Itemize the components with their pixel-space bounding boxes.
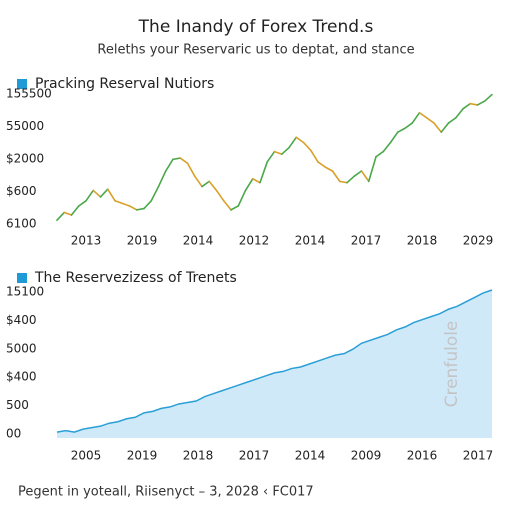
line-segment (85, 189, 95, 202)
page-subtitle: Releths your Reservaric us to deptat, an… (97, 43, 414, 58)
line-segment (382, 141, 392, 153)
line-segment (317, 161, 327, 168)
line-segment (338, 180, 348, 184)
line-segment (425, 117, 435, 124)
line-segment (295, 136, 305, 144)
line-segment (193, 175, 203, 188)
line-segment (186, 162, 196, 177)
x-tick-label: 2014 (295, 449, 326, 463)
line-segment (360, 170, 370, 183)
x-tick-label: 2014 (295, 234, 326, 248)
page-title: The Inandy of Forex Trend.s (138, 17, 374, 37)
y-tick-label: $400 (6, 370, 37, 384)
line-segment (251, 177, 261, 184)
line-segment (157, 170, 167, 188)
line-segment (150, 185, 160, 202)
y-tick-label: 155500 (6, 87, 52, 101)
line-segment (404, 122, 414, 130)
y-tick-label: $2000 (6, 152, 44, 166)
line-segment (172, 157, 182, 161)
y-tick-label: 500 (6, 398, 29, 412)
chart-title: Pracking Reserval Nutiors (35, 76, 214, 92)
line-segment (222, 200, 232, 211)
y-tick-label: 6100 (6, 217, 37, 231)
line-segment (237, 189, 247, 207)
line-segment (288, 136, 298, 149)
line-segment (324, 166, 334, 172)
x-tick-label: 2018 (183, 449, 214, 463)
line-segment (63, 211, 73, 216)
x-tick-label: 2019 (127, 449, 158, 463)
y-tick-label: $400 (6, 313, 37, 327)
chart-title: The Reservezizess of Trenets (34, 270, 237, 286)
line-segment (77, 200, 87, 207)
line-segment (92, 189, 102, 198)
x-tick-label: 2016 (407, 449, 438, 463)
y-tick-label: 5000 (6, 341, 37, 355)
x-tick-label: 2014 (183, 234, 214, 248)
line-segment (411, 111, 421, 124)
legend-swatch (17, 273, 27, 283)
line-segment (462, 102, 472, 110)
legend-swatch (17, 79, 27, 89)
line-segment (418, 111, 428, 119)
x-tick-label: 2017 (463, 449, 494, 463)
line-segment (179, 157, 189, 165)
watermark: Crenfulole (442, 321, 462, 408)
line-segment (389, 131, 399, 144)
x-tick-label: 2012 (239, 234, 270, 248)
line-segment (454, 108, 464, 119)
line-segment (367, 155, 377, 183)
line-segment (309, 149, 319, 163)
y-tick-label: 00 (6, 427, 21, 441)
line-segment (106, 188, 116, 202)
line-segment (259, 161, 269, 184)
line-segment (164, 158, 174, 172)
x-tick-label: 2005 (71, 449, 102, 463)
x-tick-label: 2018 (407, 234, 438, 248)
line-segment (143, 200, 153, 210)
line-segment (56, 211, 66, 222)
line-segment (128, 205, 138, 211)
line-segment (121, 202, 131, 207)
line-segment (135, 207, 145, 211)
line-segment (302, 141, 312, 152)
area-line (56, 289, 493, 433)
footer: Pegent in yoteall, Riisenyct – 3, 2028 ‹… (18, 485, 314, 500)
y-tick-label: $600 (6, 184, 37, 198)
line-segment (331, 170, 341, 183)
x-tick-label: 2017 (351, 234, 382, 248)
line-segment (447, 117, 457, 124)
line-segment (266, 150, 276, 163)
x-tick-label: 2019 (127, 234, 158, 248)
line-segment (70, 205, 80, 216)
line-segment (230, 205, 240, 211)
line-segment (99, 188, 109, 198)
line-segment (476, 100, 486, 106)
line-segment (469, 102, 479, 106)
line-segment (215, 189, 225, 202)
line-segment (483, 93, 493, 102)
x-tick-label: 2029 (463, 234, 494, 248)
line-segment (346, 175, 356, 184)
line-segment (244, 177, 254, 192)
y-tick-label: 15100 (6, 285, 44, 299)
x-tick-label: 2013 (71, 234, 102, 248)
x-tick-label: 2009 (351, 449, 382, 463)
x-tick-label: 2017 (239, 449, 270, 463)
line-segment (273, 150, 283, 155)
y-tick-label: 55000 (6, 119, 44, 133)
line-segment (353, 170, 363, 177)
line-segment (114, 200, 124, 205)
line-segment (201, 180, 211, 188)
line-segment (433, 122, 443, 133)
line-segment (280, 146, 290, 155)
line-segment (208, 180, 218, 192)
line-segment (440, 122, 450, 133)
line-segment (375, 150, 385, 158)
line-segment (396, 127, 406, 133)
area-fill (57, 290, 492, 438)
